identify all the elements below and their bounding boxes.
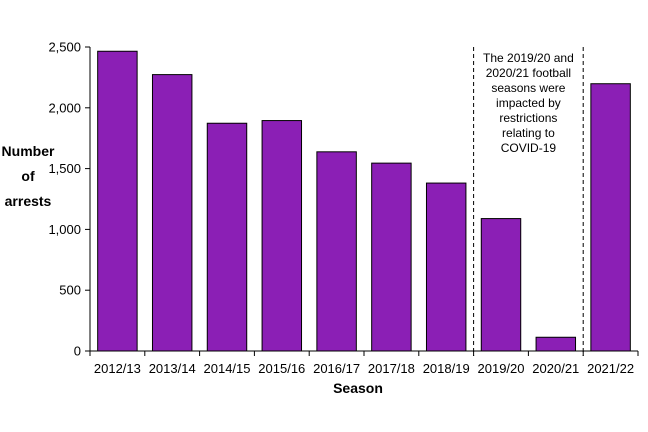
bars [97,50,631,352]
x-tick-label: 2019/20 [478,361,525,376]
y-tick-label: 0 [74,344,81,359]
x-axis: 2012/13 2013/14 2014/15 2015/16 2016/17 2017/… [89,350,639,376]
bar-2015-16 [261,120,303,352]
annotation-text-line: 2020/21 football [486,66,571,80]
y-tick-label: 500 [59,283,81,298]
y-tick-label: 2,000 [48,100,81,115]
x-tick-label: 2016/17 [313,361,360,376]
annotation-text-line: seasons were [491,81,565,95]
y-axis-title: Number of arrests [2,143,55,209]
y-tick-label: 1,500 [48,161,81,176]
y-axis-title-line: of [21,168,35,184]
y-axis-title-line: arrests [5,193,52,209]
bar-2017-18 [371,162,412,352]
x-tick-label: 2018/19 [423,361,470,376]
annotation-text-line: COVID-19 [501,141,557,155]
x-tick-label: 2017/18 [368,361,415,376]
bar-2018-19 [425,182,467,352]
x-tick-label: 2021/22 [587,361,634,376]
annotation-text-line: impacted by [496,96,561,110]
x-tick-label: 2015/16 [258,361,305,376]
bar-2012-13 [97,50,138,352]
bar-2013-14 [151,74,193,352]
x-tick-label: 2013/14 [149,361,196,376]
x-axis-title: Season [333,380,383,396]
annotation-text-line: The 2019/20 and [483,51,574,65]
bar-2021-22 [590,83,631,352]
x-tick-label: 2012/13 [94,361,141,376]
x-tick-label: 2014/15 [204,361,251,376]
bar-2020-21 [535,336,577,352]
annotation-text-line: restrictions [499,111,557,125]
annotation-text-line: relating to [502,126,555,140]
y-axis: 0 500 1,000 1,500 2,000 2,500 [48,40,91,359]
bar-2016-17 [316,151,357,352]
y-tick-label: 1,000 [48,222,81,237]
bar-2014-15 [206,122,248,352]
y-axis-title-line: Number [2,143,55,159]
y-tick-label: 2,500 [48,40,81,55]
x-tick-label: 2020/21 [532,361,579,376]
bar-2019-20 [480,218,522,352]
